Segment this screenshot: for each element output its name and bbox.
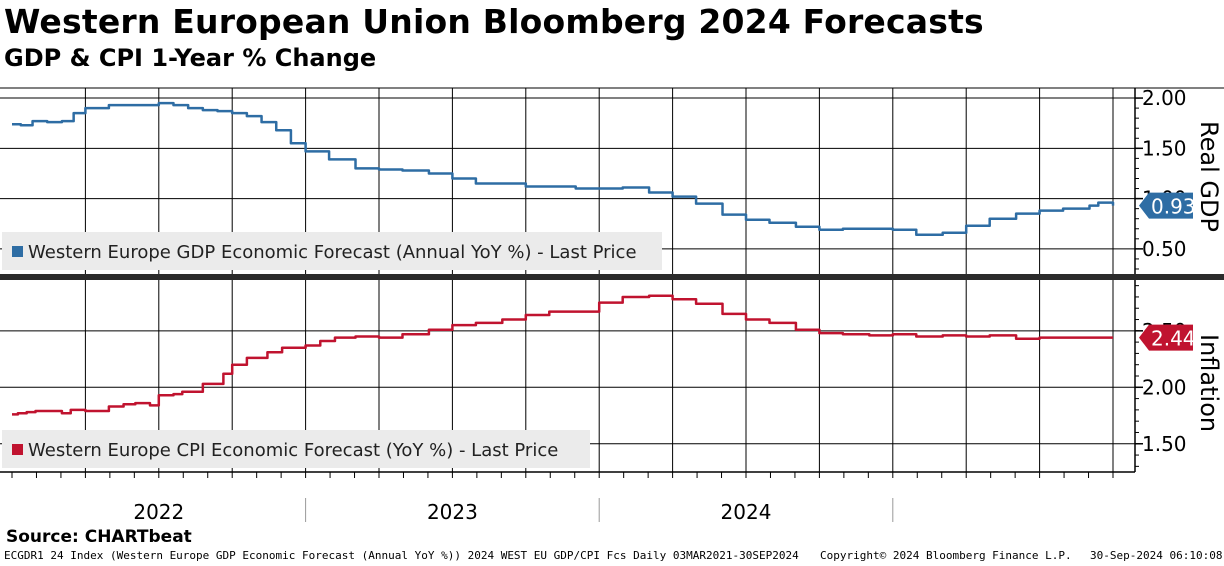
- x-tick-label: 2023: [427, 500, 478, 524]
- cpi-last-value-label: 2.44: [1151, 327, 1196, 351]
- ticker-info: ECGDR1 24 Index (Western Europe GDP Econ…: [4, 549, 799, 562]
- cpi-legend-label: Western Europe CPI Economic Forecast (Yo…: [28, 440, 558, 461]
- gdp-axis-title: Real GDP: [1195, 121, 1223, 232]
- cpi-legend-box: [2, 430, 590, 468]
- copyright: Copyright© 2024 Bloomberg Finance L.P.: [820, 549, 1072, 562]
- gdp-series-line: [12, 101, 1115, 237]
- x-axis: 2022 2023 2024: [0, 471, 1135, 524]
- gdp-ytick-label: 2.00: [1142, 86, 1187, 110]
- cpi-legend-swatch: [12, 444, 23, 455]
- cpi-last-value-badge: [1139, 324, 1193, 351]
- timestamp: 30-Sep-2024 06:10:08: [1090, 549, 1223, 562]
- cpi-axis-title: Inflation: [1195, 334, 1223, 432]
- gdp-legend-swatch: [12, 246, 23, 257]
- gdp-legend-box: [2, 232, 662, 270]
- gdp-legend-label: Western Europe GDP Economic Forecast (An…: [28, 242, 637, 263]
- gdp-last-value-badge: [1139, 192, 1193, 219]
- grid-layer: [0, 87, 1224, 472]
- panel-separator: [0, 274, 1224, 280]
- gdp-ytick-label: 1.50: [1142, 136, 1187, 160]
- cpi-series-line: [12, 294, 1113, 416]
- gdp-ytick-label: 0.50: [1142, 237, 1187, 261]
- cpi-ytick-label: 1.50: [1142, 432, 1187, 456]
- x-tick-label: 2022: [133, 500, 184, 524]
- gdp-last-value-label: 0.93: [1151, 195, 1196, 219]
- source-label: Source: CHARTbeat: [6, 527, 192, 547]
- cpi-ytick-label: 2.00: [1142, 375, 1187, 399]
- chart-title: Western European Union Bloomberg 2024 Fo…: [4, 2, 984, 41]
- x-tick-label: 2024: [721, 500, 772, 524]
- chart-subtitle: GDP & CPI 1-Year % Change: [4, 44, 377, 72]
